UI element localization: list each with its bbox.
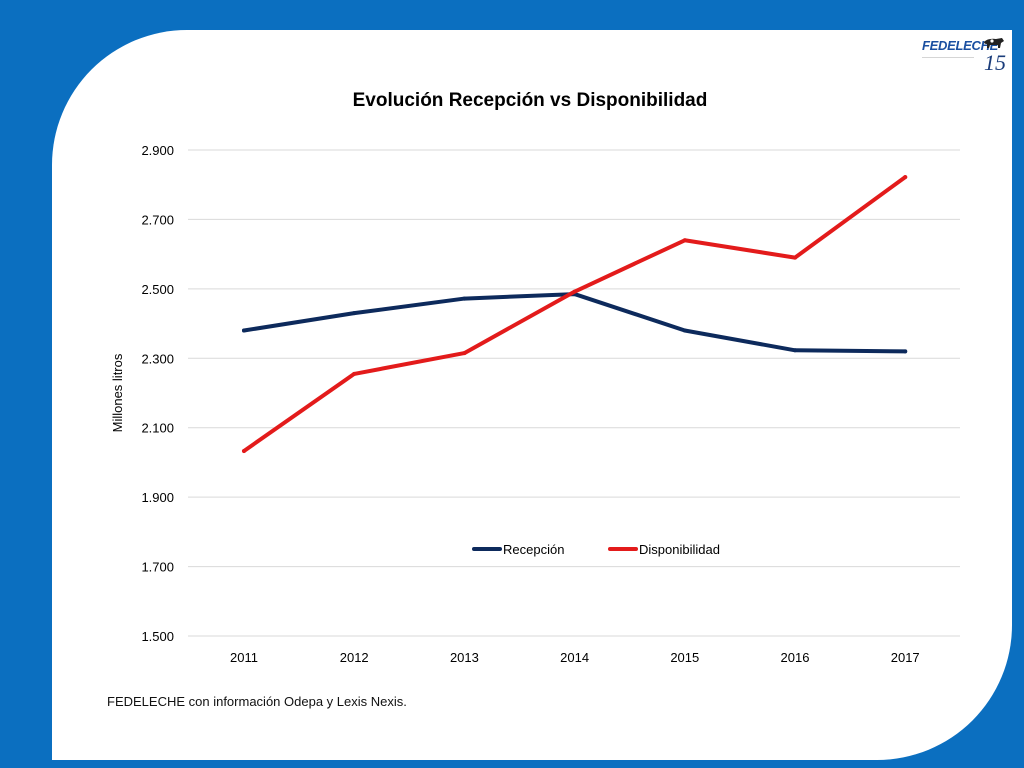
series-line-recepcion (242, 292, 908, 354)
data-point-recepcion (242, 328, 246, 333)
logo-number: 15 (984, 50, 1006, 75)
data-point-disponibilidad (793, 255, 797, 260)
y-tick-label: 2.500 (141, 282, 174, 297)
y-axis-label: Millones litros (110, 353, 125, 432)
source-note: FEDELECHE con información Odepa y Lexis … (107, 694, 407, 709)
x-tick-label: 2012 (340, 650, 369, 665)
x-tick-label: 2013 (450, 650, 479, 665)
gridlines (188, 149, 960, 637)
x-tick-label: 2011 (230, 650, 258, 665)
legend-label: Recepción (503, 542, 564, 557)
series-lines (242, 175, 908, 453)
y-tick-label: 2.700 (141, 212, 174, 227)
data-point-disponibilidad (682, 238, 687, 243)
x-tick-label: 2014 (560, 650, 589, 665)
logo-text: FEDELECHE (922, 38, 999, 53)
data-point-recepcion (903, 349, 908, 354)
y-tick-label: 2.300 (141, 351, 174, 366)
cow-icon (984, 38, 1004, 48)
y-tick-label: 2.100 (141, 421, 174, 436)
data-point-disponibilidad (462, 351, 467, 356)
data-point-recepcion (682, 328, 687, 333)
data-point-recepcion (793, 348, 797, 353)
x-tick-label: 2017 (891, 650, 920, 665)
slide-card (52, 30, 1012, 760)
x-tick-label: 2015 (670, 650, 699, 665)
data-point-recepcion (462, 296, 467, 301)
y-tick-label: 1.500 (141, 629, 174, 644)
x-tick-label: 2016 (781, 650, 810, 665)
data-point-recepcion (352, 311, 357, 316)
chart-title: Evolución Recepción vs Disponibilidad (353, 90, 708, 111)
legend-label: Disponibilidad (639, 542, 720, 557)
legend: Recepción Disponibilidad (472, 542, 720, 557)
y-tick-label: 1.700 (141, 560, 174, 575)
y-axis-ticks: 1.500 1.700 1.900 2.100 2.300 2.500 2.700 2.900 (141, 143, 174, 644)
x-axis-ticks: 2011 2012 2013 2014 2015 2016 2017 (230, 650, 920, 665)
data-point-disponibilidad (352, 371, 357, 376)
y-tick-label: 2.900 (141, 143, 174, 158)
data-point-disponibilidad (242, 448, 246, 453)
y-tick-label: 1.900 (141, 490, 174, 505)
data-point-disponibilidad (572, 289, 577, 294)
data-point-disponibilidad (903, 175, 908, 180)
fedeleche-logo: FEDELECHE ――――――――――――― 15 (922, 36, 1010, 76)
logo-subtitle-decoration: ――――――――――――― (922, 54, 974, 59)
